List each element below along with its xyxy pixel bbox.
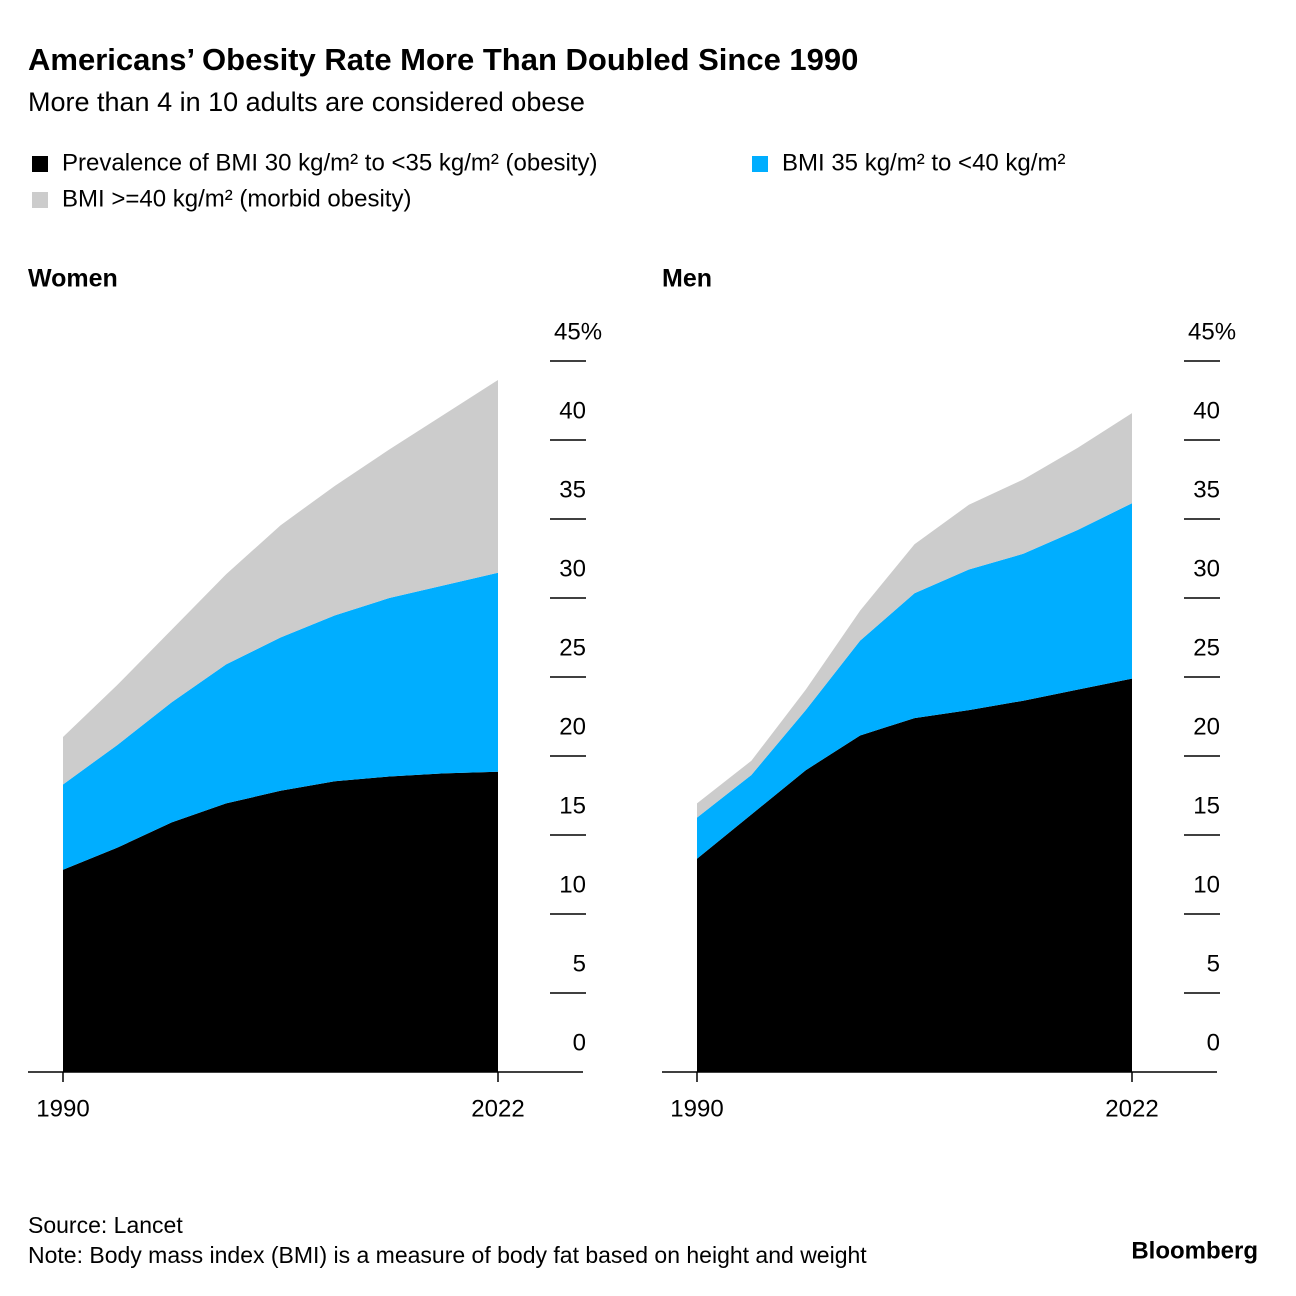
legend-swatch	[32, 156, 48, 172]
legend-label: BMI >=40 kg/m² (morbid obesity)	[62, 185, 411, 212]
y-tick-label: 30	[1193, 555, 1220, 582]
x-tick-label: 2022	[471, 1095, 524, 1122]
y-tick-label: 0	[573, 1029, 586, 1056]
y-tick-label: 25	[1193, 634, 1220, 661]
y-tick-label: 35	[1193, 476, 1220, 503]
y-tick-label: 0	[1207, 1029, 1220, 1056]
note: Note: Body mass index (BMI) is a measure…	[28, 1242, 867, 1268]
brand-logo: Bloomberg	[1131, 1237, 1258, 1264]
y-tick-label: 30	[559, 555, 586, 582]
y-tick-label: 45%	[554, 318, 602, 345]
y-tick-label: 10	[1193, 871, 1220, 898]
area	[697, 678, 1132, 1072]
area	[697, 413, 1132, 818]
y-tick-label: 15	[559, 792, 586, 819]
y-tick-label: 25	[559, 634, 586, 661]
legend-swatch	[32, 192, 48, 208]
area	[697, 503, 1132, 859]
chart-title: Americans’ Obesity Rate More Than Double…	[28, 42, 858, 77]
y-tick-label: 15	[1193, 792, 1220, 819]
y-tick-label: 35	[559, 476, 586, 503]
area	[63, 771, 498, 1072]
x-tick-label: 1990	[36, 1095, 89, 1122]
legend-label: Prevalence of BMI 30 kg/m² to <35 kg/m² …	[62, 149, 598, 176]
y-tick-label: 20	[559, 713, 586, 740]
y-tick-label: 40	[559, 397, 586, 424]
legend-label: BMI 35 kg/m² to <40 kg/m²	[782, 149, 1065, 176]
legend-swatch	[752, 156, 768, 172]
x-tick-label: 2022	[1105, 1095, 1158, 1122]
y-tick-label: 5	[1207, 950, 1220, 977]
source: Source: Lancet	[28, 1212, 183, 1238]
y-tick-label: 45%	[1188, 318, 1236, 345]
y-tick-label: 5	[573, 950, 586, 977]
panel-title: Women	[28, 265, 118, 293]
y-tick-label: 10	[559, 871, 586, 898]
panel-title: Men	[662, 265, 712, 293]
y-tick-label: 20	[1193, 713, 1220, 740]
area	[63, 572, 498, 870]
chart-subtitle: More than 4 in 10 adults are considered …	[28, 87, 585, 117]
x-tick-label: 1990	[670, 1095, 723, 1122]
y-tick-label: 40	[1193, 397, 1220, 424]
area	[63, 379, 498, 785]
